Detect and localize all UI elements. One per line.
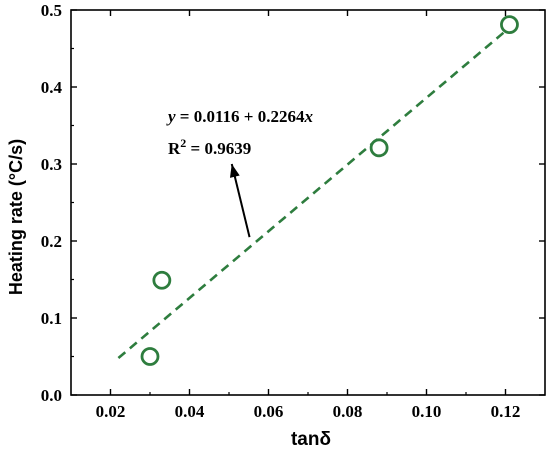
y-tick-label: 0.2: [41, 232, 62, 251]
data-point: [369, 138, 389, 158]
x-tick-label: 0.02: [96, 402, 126, 421]
y-axis-title: Heating rate (°C/s): [6, 139, 26, 295]
equation-body: = 0.0116 + 0.2264: [176, 107, 305, 126]
r-squared-symbol: R: [168, 139, 181, 158]
data-points-layer: [140, 15, 519, 366]
r-squared-superscript: 2: [180, 136, 186, 150]
ticks-layer: 0.02 0.04 0.06 0.08 0.10 0.12 0.0 0.1 0.2 0.3 0.4 0…: [41, 1, 545, 421]
data-point: [500, 15, 519, 35]
fit-line-layer: [117, 26, 511, 360]
y-tick-label: 0.4: [41, 78, 63, 97]
data-point: [140, 347, 160, 366]
equation-label: y = 0.0116 + 0.2264x: [166, 107, 313, 126]
y-tick-label: 0.1: [41, 309, 62, 328]
r-squared-value: = 0.9639: [186, 139, 251, 158]
x-tick-label: 0.04: [175, 402, 205, 421]
y-tick-label: 0.5: [41, 1, 62, 20]
equation-y-var: y: [166, 107, 176, 126]
r-squared-label: R2 = 0.9639: [168, 136, 251, 158]
x-axis-title: tanδ: [291, 429, 331, 450]
x-tick-label: 0.08: [333, 402, 363, 421]
equation-x-var: x: [303, 107, 313, 126]
y-tick-label: 0.0: [41, 386, 62, 405]
x-tick-label: 0.10: [412, 402, 442, 421]
fit-line: [117, 26, 511, 360]
x-tick-label: 0.12: [491, 402, 521, 421]
annotation-arrow-head: [229, 164, 240, 178]
x-tick-label: 0.06: [254, 402, 284, 421]
annotation-arrow-layer: [229, 163, 251, 238]
data-point: [152, 270, 172, 290]
y-tick-label: 0.3: [41, 155, 62, 174]
